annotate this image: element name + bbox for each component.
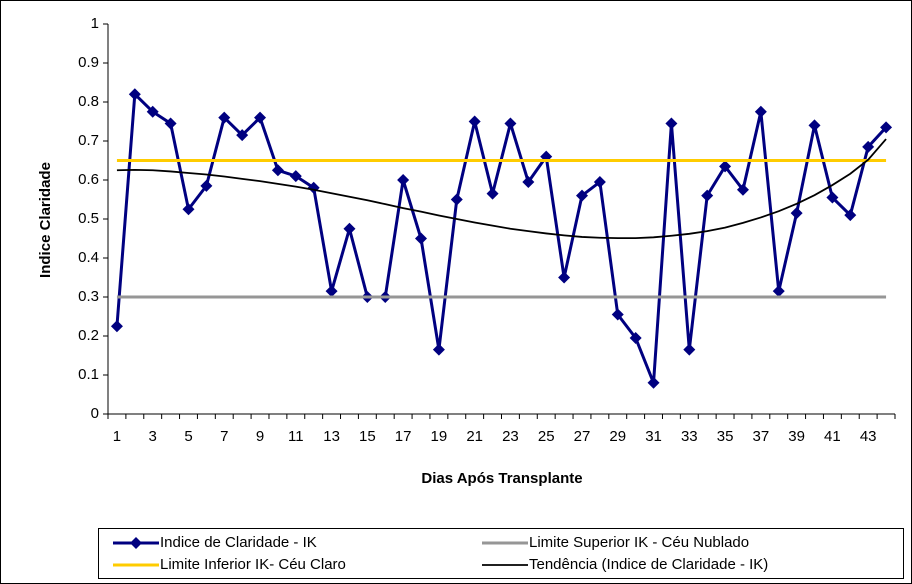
y-tick-label: 0.9 bbox=[78, 54, 99, 71]
data-point bbox=[486, 187, 499, 200]
data-point bbox=[736, 183, 749, 196]
x-tick-label: 39 bbox=[788, 428, 805, 445]
x-tick-label: 43 bbox=[860, 428, 877, 445]
data-point bbox=[468, 115, 481, 128]
x-tick-label: 9 bbox=[256, 428, 264, 445]
y-tick-label: 1 bbox=[91, 15, 99, 32]
data-point bbox=[772, 285, 785, 298]
data-point bbox=[790, 207, 803, 220]
x-tick-label: 25 bbox=[538, 428, 555, 445]
x-tick-label: 31 bbox=[645, 428, 662, 445]
x-tick-label: 23 bbox=[502, 428, 519, 445]
data-point bbox=[826, 191, 839, 204]
x-tick-label: 27 bbox=[574, 428, 591, 445]
data-point bbox=[880, 121, 893, 134]
x-tick-label: 7 bbox=[220, 428, 228, 445]
data-point bbox=[415, 232, 428, 245]
x-tick-label: 3 bbox=[149, 428, 157, 445]
data-point bbox=[719, 160, 732, 173]
y-tick-label: 0.5 bbox=[78, 210, 99, 227]
data-point bbox=[575, 189, 588, 202]
data-point bbox=[182, 203, 195, 216]
data-point bbox=[683, 343, 696, 356]
x-tick-label: 11 bbox=[288, 428, 304, 445]
data-point bbox=[128, 88, 141, 101]
y-tick-label: 0.2 bbox=[78, 327, 99, 344]
data-point bbox=[593, 175, 606, 188]
series-line bbox=[116, 138, 887, 240]
data-point bbox=[808, 119, 821, 132]
data-point bbox=[110, 320, 123, 333]
y-tick-label: 0.4 bbox=[78, 249, 99, 266]
data-point bbox=[844, 209, 857, 222]
legend-box bbox=[98, 528, 904, 579]
y-tick-label: 0 bbox=[91, 405, 99, 422]
data-point bbox=[343, 222, 356, 235]
data-point bbox=[289, 170, 302, 183]
legend-label: Limite Inferior IK- Céu Claro bbox=[160, 556, 346, 573]
legend-label: Limite Superior IK - Céu Nublado bbox=[529, 534, 749, 551]
data-point bbox=[647, 376, 660, 389]
y-tick-label: 0.3 bbox=[78, 288, 99, 305]
data-point bbox=[611, 308, 624, 321]
data-point bbox=[164, 117, 177, 130]
data-point bbox=[271, 164, 284, 177]
data-point bbox=[701, 189, 714, 202]
data-point bbox=[504, 117, 517, 130]
data-point bbox=[558, 271, 571, 284]
x-axis-label: Dias Após Transplante bbox=[421, 470, 582, 487]
x-tick-label: 35 bbox=[717, 428, 734, 445]
x-tick-label: 29 bbox=[609, 428, 626, 445]
x-tick-label: 33 bbox=[681, 428, 698, 445]
y-tick-label: 0.8 bbox=[78, 93, 99, 110]
x-tick-label: 1 bbox=[113, 428, 121, 445]
data-point bbox=[218, 111, 231, 124]
y-tick-label: 0.6 bbox=[78, 171, 99, 188]
x-tick-label: 41 bbox=[824, 428, 841, 445]
data-point bbox=[754, 105, 767, 118]
data-point bbox=[254, 111, 267, 124]
y-tick-label: 0.7 bbox=[78, 132, 99, 149]
data-point bbox=[200, 179, 213, 192]
legend-label: Tendência (Indice de Claridade - IK) bbox=[529, 556, 768, 573]
x-tick-label: 13 bbox=[323, 428, 340, 445]
x-tick-label: 5 bbox=[184, 428, 192, 445]
data-point bbox=[522, 175, 535, 188]
data-point bbox=[236, 129, 249, 142]
data-point bbox=[432, 343, 445, 356]
data-point bbox=[450, 193, 463, 206]
data-point bbox=[146, 105, 159, 118]
x-tick-label: 21 bbox=[466, 428, 483, 445]
x-tick-label: 19 bbox=[431, 428, 448, 445]
data-point bbox=[629, 331, 642, 344]
y-axis-label: Indice Claridade bbox=[37, 162, 54, 278]
data-point bbox=[665, 117, 678, 130]
x-tick-label: 17 bbox=[395, 428, 412, 445]
legend-label: Indice de Claridade - IK bbox=[160, 534, 317, 551]
x-tick-label: 37 bbox=[753, 428, 770, 445]
x-tick-label: 15 bbox=[359, 428, 376, 445]
data-point bbox=[397, 174, 410, 186]
data-point bbox=[325, 285, 338, 298]
y-tick-label: 0.1 bbox=[78, 366, 99, 383]
data-point bbox=[862, 140, 875, 153]
legend-marker bbox=[130, 537, 142, 549]
